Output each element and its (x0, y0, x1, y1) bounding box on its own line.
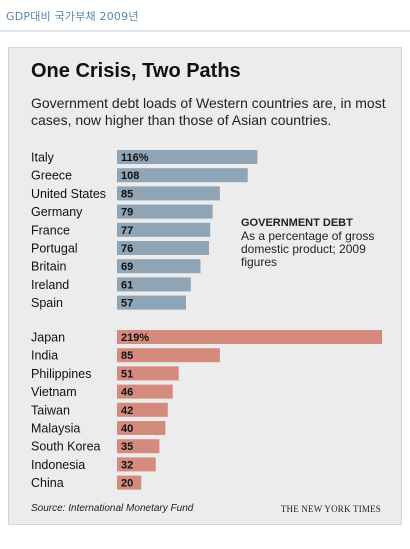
category-label-vietnam: Vietnam (31, 385, 77, 399)
value-label-china: 20 (121, 478, 133, 490)
value-label-ireland: 61 (121, 279, 133, 291)
category-label-malaysia: Malaysia (31, 422, 80, 436)
value-label-indonesia: 32 (121, 459, 133, 471)
caption-divider (0, 30, 410, 32)
chart-title: One Crisis, Two Paths (31, 60, 241, 82)
chart-subtitle: Government debt loads of Western countri… (31, 95, 386, 128)
category-label-china: China (31, 476, 64, 490)
value-label-taiwan: 42 (121, 405, 133, 417)
value-label-germany: 79 (121, 207, 133, 219)
category-label-indonesia: Indonesia (31, 458, 85, 472)
category-label-spain: Spain (31, 296, 63, 310)
value-label-spain: 57 (121, 298, 133, 310)
publisher-credit: THE NEW YORK TIMES (280, 504, 381, 514)
bar-vietnam (117, 384, 173, 399)
bar-india (117, 348, 220, 363)
bar-britain (117, 259, 201, 274)
bar-ireland (117, 277, 191, 292)
bar-united-states (117, 186, 220, 201)
category-label-france: France (31, 223, 70, 237)
value-label-united-states: 85 (121, 188, 133, 200)
category-label-germany: Germany (31, 205, 83, 219)
bar-malaysia (117, 421, 166, 435)
value-label-portugal: 76 (121, 243, 133, 255)
category-label-united-states: United States (31, 187, 106, 201)
bar-france (117, 222, 211, 237)
bar-south-korea (117, 439, 160, 454)
value-label-britain: 69 (121, 261, 133, 273)
category-label-greece: Greece (31, 169, 72, 183)
value-label-india: 85 (121, 350, 133, 362)
value-label-france: 77 (121, 225, 133, 237)
category-label-philippines: Philippines (31, 367, 91, 381)
value-label-vietnam: 46 (121, 387, 133, 399)
bar-china (117, 475, 142, 490)
bar-taiwan (117, 402, 168, 417)
value-label-italy: 116% (121, 152, 149, 164)
category-label-ireland: Ireland (31, 278, 69, 292)
value-label-japan: 219% (121, 332, 149, 344)
category-label-south-korea: South Korea (31, 440, 101, 454)
category-label-italy: Italy (31, 151, 55, 165)
bar-germany (117, 204, 213, 219)
value-label-malaysia: 40 (121, 423, 133, 435)
value-label-south-korea: 35 (121, 441, 133, 453)
value-label-philippines: 51 (121, 368, 133, 380)
chart-panel: One Crisis, Two Paths Government debt lo… (8, 47, 402, 525)
note-title: GOVERNMENT DEBT (241, 217, 353, 229)
category-label-japan: Japan (31, 331, 65, 345)
value-label-greece: 108 (121, 170, 139, 182)
category-label-taiwan: Taiwan (31, 403, 70, 417)
note-body: As a percentage of gross domestic produc… (241, 229, 375, 269)
debt-bar-chart: Italy 116% Greece 108 United States 85 Germany… (31, 150, 382, 490)
bar-philippines (117, 366, 179, 381)
bar-japan (117, 330, 382, 344)
category-label-portugal: Portugal (31, 242, 78, 256)
chart-note: GOVERNMENT DEBT As a percentage of gross… (241, 216, 391, 269)
page-caption: GDP대비 국가부채 2009년 (6, 10, 139, 23)
bar-greece (117, 168, 248, 183)
source-note: Source: International Monetary Fund (31, 503, 194, 514)
bar-italy (117, 150, 258, 164)
category-label-india: India (31, 349, 58, 363)
category-label-britain: Britain (31, 260, 66, 274)
bar-indonesia (117, 457, 156, 472)
bar-portugal (117, 241, 209, 255)
bar-spain (117, 295, 186, 310)
